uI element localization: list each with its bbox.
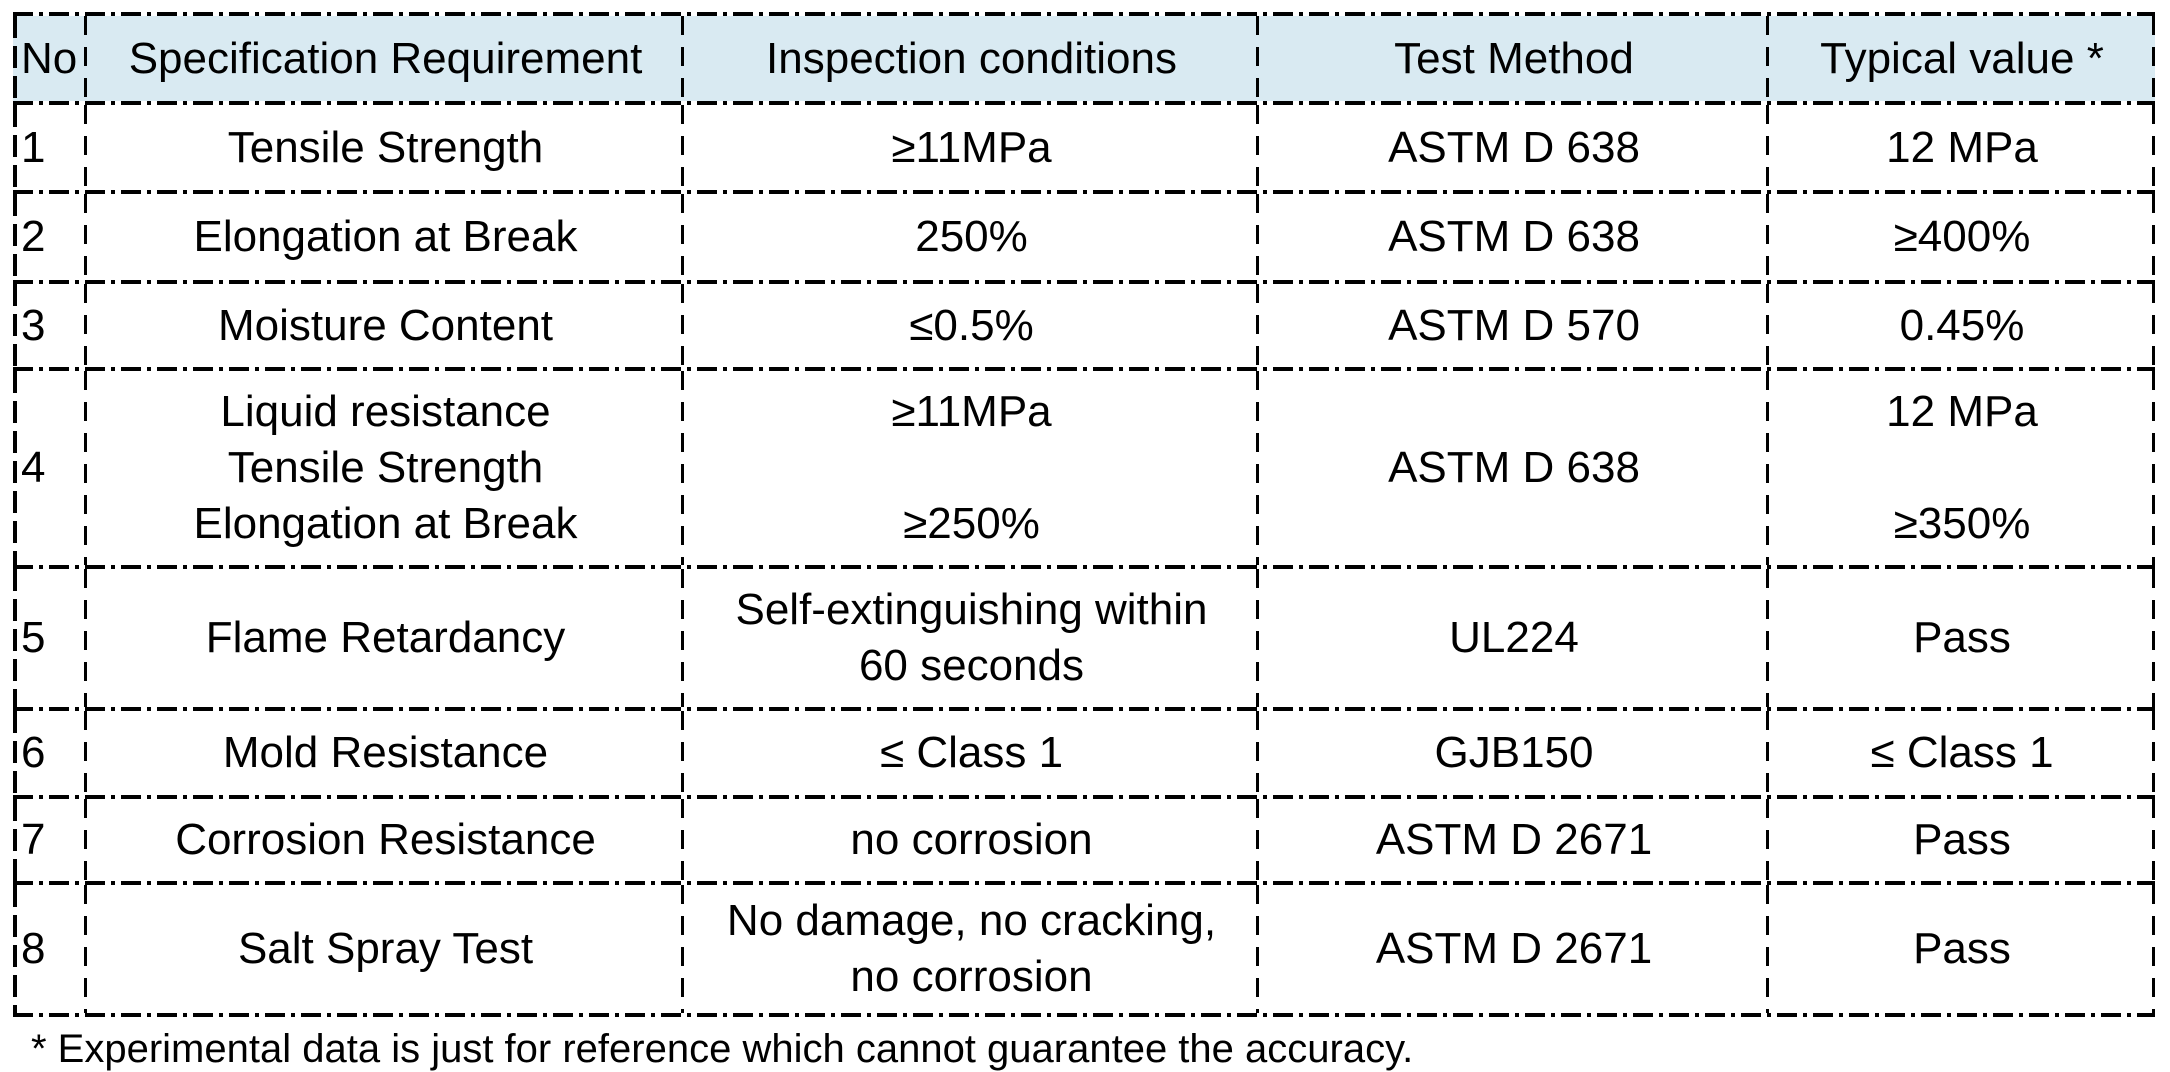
cell-no: 4	[13, 371, 87, 565]
table-row: 5 Flame Retardancy Self-extinguishing wi…	[13, 569, 2155, 707]
row-divider	[13, 795, 2155, 799]
table-border-bottom	[13, 1013, 2155, 1017]
cell-no: 6	[13, 711, 87, 795]
cell-spec: Liquid resistance Tensile Strength Elong…	[87, 371, 684, 565]
cell-inspection: ≥11MPa ≥250%	[684, 371, 1259, 565]
specification-table: No Specification Requirement Inspection …	[13, 12, 2155, 1072]
cell-typical: ≥400%	[1769, 194, 2155, 280]
cell-inspection: ≤0.5%	[684, 284, 1259, 367]
cell-typical: Pass	[1769, 799, 2155, 881]
cell-inspection: No damage, no cracking, no corrosion	[684, 885, 1259, 1013]
cell-method: ASTM D 2671	[1259, 799, 1769, 881]
cell-spec: Mold Resistance	[87, 711, 684, 795]
cell-typical: Pass	[1769, 569, 2155, 707]
table-row: 6 Mold Resistance ≤ Class 1 GJB150 ≤ Cla…	[13, 711, 2155, 795]
cell-no: 7	[13, 799, 87, 881]
header-inspection: Inspection conditions	[684, 16, 1259, 101]
table-row: 2 Elongation at Break 250% ASTM D 638 ≥4…	[13, 194, 2155, 280]
cell-inspection: no corrosion	[684, 799, 1259, 881]
cell-spec: Corrosion Resistance	[87, 799, 684, 881]
cell-typical: 0.45%	[1769, 284, 2155, 367]
cell-inspection: ≥11MPa	[684, 105, 1259, 190]
cell-spec: Flame Retardancy	[87, 569, 684, 707]
row-divider	[13, 190, 2155, 194]
header-method: Test Method	[1259, 16, 1769, 101]
table-row: 8 Salt Spray Test No damage, no cracking…	[13, 885, 2155, 1013]
table-border-top	[13, 12, 2155, 16]
table-row: 1 Tensile Strength ≥11MPa ASTM D 638 12 …	[13, 105, 2155, 190]
cell-spec: Tensile Strength	[87, 105, 684, 190]
cell-method: GJB150	[1259, 711, 1769, 795]
cell-typical: 12 MPa ≥350%	[1769, 371, 2155, 565]
cell-method: ASTM D 2671	[1259, 885, 1769, 1013]
header-spec: Specification Requirement	[87, 16, 684, 101]
cell-no: 5	[13, 569, 87, 707]
cell-method: ASTM D 570	[1259, 284, 1769, 367]
cell-inspection: ≤ Class 1	[684, 711, 1259, 795]
cell-method: ASTM D 638	[1259, 194, 1769, 280]
cell-typical: Pass	[1769, 885, 2155, 1013]
cell-method: UL224	[1259, 569, 1769, 707]
row-divider	[13, 280, 2155, 284]
cell-no: 2	[13, 194, 87, 280]
cell-typical: ≤ Class 1	[1769, 711, 2155, 795]
header-no: No	[13, 16, 87, 101]
cell-spec: Moisture Content	[87, 284, 684, 367]
row-divider	[13, 565, 2155, 569]
row-divider	[13, 101, 2155, 105]
cell-spec: Salt Spray Test	[87, 885, 684, 1013]
cell-inspection: 250%	[684, 194, 1259, 280]
cell-spec: Elongation at Break	[87, 194, 684, 280]
cell-method: ASTM D 638	[1259, 371, 1769, 565]
cell-inspection: Self-extinguishing within 60 seconds	[684, 569, 1259, 707]
row-divider	[13, 707, 2155, 711]
cell-no: 3	[13, 284, 87, 367]
row-divider	[13, 367, 2155, 371]
cell-typical: 12 MPa	[1769, 105, 2155, 190]
table-header-row: No Specification Requirement Inspection …	[13, 16, 2155, 101]
cell-no: 1	[13, 105, 87, 190]
cell-no: 8	[13, 885, 87, 1013]
row-divider	[13, 881, 2155, 885]
header-typical: Typical value *	[1769, 16, 2155, 101]
table-row: 4 Liquid resistance Tensile Strength Elo…	[13, 371, 2155, 565]
table-row: 3 Moisture Content ≤0.5% ASTM D 570 0.45…	[13, 284, 2155, 367]
cell-method: ASTM D 638	[1259, 105, 1769, 190]
table-row: 7 Corrosion Resistance no corrosion ASTM…	[13, 799, 2155, 881]
footnote: * Experimental data is just for referenc…	[31, 1027, 1414, 1071]
